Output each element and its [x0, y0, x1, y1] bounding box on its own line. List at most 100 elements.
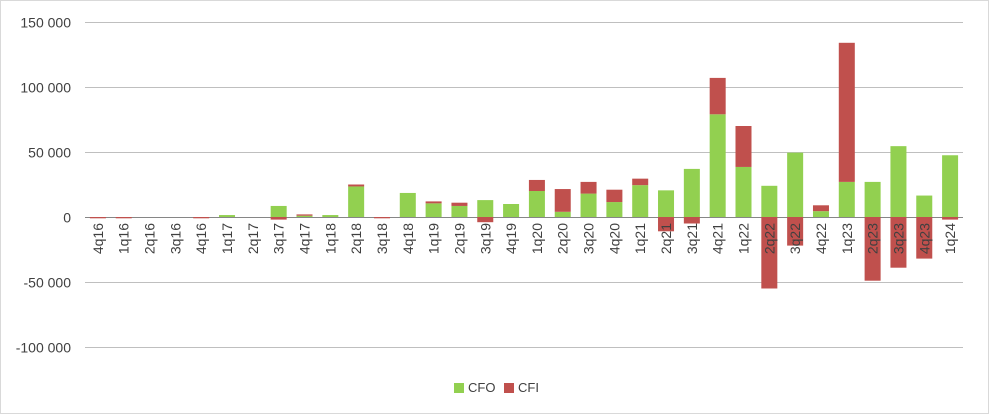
bar-cfi-1q24 — [942, 217, 959, 220]
bar-cfo-2q23 — [864, 181, 881, 217]
bar-cfi-4q16 — [193, 217, 210, 219]
bar-cfo-2q18 — [348, 186, 365, 217]
x-tick-label: 1q22 — [736, 223, 752, 254]
x-tick-label: 2q20 — [555, 223, 571, 254]
x-tick-label: 1q18 — [322, 223, 338, 254]
bar-cfi-1q16 — [115, 217, 132, 219]
bar-cfi-3q22 — [787, 217, 804, 246]
bar-cfi-3q20 — [580, 181, 597, 194]
bar-cfi-1q23 — [838, 42, 855, 182]
bar-cfi-4q20 — [606, 189, 623, 203]
y-tick-label: 0 — [63, 210, 71, 226]
bar-cfi-4q22 — [812, 205, 829, 212]
legend-label-cfo: CFO — [468, 380, 495, 395]
bar-cfi-4q16 — [89, 217, 106, 219]
bar-cfo-4q17 — [296, 215, 313, 217]
x-tick-label: 1q21 — [632, 223, 648, 254]
bar-cfo-2q19 — [451, 205, 468, 217]
bar-cfi-1q21 — [632, 178, 649, 186]
x-tick-label: 2q16 — [142, 223, 158, 254]
bar-cfo-1q24 — [942, 155, 959, 217]
bar-cfi-2q18 — [348, 184, 365, 187]
bar-cfo-2q22 — [761, 185, 778, 217]
bar-cfo-3q22 — [787, 152, 804, 217]
bar-cfi-1q19 — [425, 201, 442, 204]
bar-cfo-4q20 — [606, 202, 623, 217]
x-tick-label: 2q22 — [761, 223, 777, 254]
y-tick-label: 150 000 — [20, 15, 71, 31]
bar-cfo-1q19 — [425, 203, 442, 217]
x-tick-label: 1q16 — [116, 223, 132, 254]
bar-cfi-2q22 — [761, 217, 778, 289]
x-tick-label: 4q18 — [400, 223, 416, 254]
bar-cfo-1q23 — [838, 181, 855, 217]
legend-label-cfi: CFI — [518, 380, 539, 395]
x-tick-label: 4q21 — [710, 223, 726, 254]
x-tick-label: 2q18 — [348, 223, 364, 254]
bar-cfi-2q19 — [451, 202, 468, 206]
gridlines — [85, 22, 963, 348]
x-tick-label: 3q17 — [271, 223, 287, 254]
legend: CFO CFI — [454, 380, 539, 395]
bar-cfo-4q23 — [916, 195, 933, 217]
bar-cfi-2q20 — [554, 189, 571, 212]
legend-swatch-cfi — [504, 383, 514, 393]
x-tick-label: 3q19 — [477, 223, 493, 254]
bar-cfi-3q19 — [477, 217, 494, 223]
bar-cfo-2q21 — [658, 190, 675, 217]
x-tick-label: 4q16 — [193, 223, 209, 254]
bar-cfi-1q20 — [528, 179, 545, 191]
bar-cfo-4q18 — [399, 192, 416, 217]
x-tick-label: 3q16 — [167, 223, 183, 254]
x-tick-label: 4q23 — [916, 223, 932, 254]
x-tick-label: 3q20 — [581, 223, 597, 254]
legend-swatch-cfo — [454, 383, 464, 393]
bar-cfi-2q21 — [658, 217, 675, 232]
x-tick-label: 1q20 — [529, 223, 545, 254]
bar-cfo-4q22 — [812, 211, 829, 217]
x-tick-label: 4q20 — [606, 223, 622, 254]
y-axis-tick-labels: 150 000 100 000 50 000 0 -50 000 -100 000 — [16, 15, 71, 356]
x-tick-label: 4q17 — [297, 223, 313, 254]
x-tick-label: 4q22 — [813, 223, 829, 254]
x-tick-label: 2q17 — [245, 223, 261, 254]
y-tick-label: 50 000 — [28, 145, 71, 161]
bar-cfo-4q21 — [709, 114, 726, 217]
bar-cfo-1q17 — [219, 215, 236, 217]
bar-cfi-3q21 — [683, 217, 700, 224]
bar-cfi-4q17 — [296, 214, 313, 216]
x-tick-label: 3q21 — [684, 223, 700, 254]
y-tick-label: 100 000 — [20, 80, 71, 96]
x-tick-label: 2q23 — [865, 223, 881, 254]
bar-cfo-1q21 — [632, 185, 649, 217]
bar-cfi-4q23 — [916, 217, 933, 259]
x-tick-label: 2q19 — [451, 223, 467, 254]
bar-cfi-2q23 — [864, 217, 881, 281]
x-axis-tick-labels: 4q16 1q16 2q16 3q16 4q16 1q17 2q17 3q17 4q17 1q18… — [90, 223, 958, 254]
bar-cfi-3q18 — [373, 217, 390, 219]
bar-cfo-1q22 — [735, 166, 752, 217]
bar-cfo-3q17 — [270, 205, 287, 217]
y-tick-label: -100 000 — [16, 340, 71, 356]
x-tick-label: 1q24 — [942, 223, 958, 254]
bar-cfo-1q18 — [322, 215, 339, 217]
bar-cfi-1q22 — [735, 126, 752, 167]
bar-cfo-3q21 — [683, 168, 700, 217]
x-tick-label: 3q22 — [787, 223, 803, 254]
bar-cfo-3q19 — [477, 200, 494, 217]
x-tick-label: 2q21 — [658, 223, 674, 254]
x-tick-label: 3q23 — [890, 223, 906, 254]
bar-cfi-4q21 — [709, 77, 726, 115]
bar-cfi-3q23 — [890, 217, 907, 268]
x-tick-label: 1q19 — [426, 223, 442, 254]
x-tick-label: 1q23 — [839, 223, 855, 254]
x-tick-label: 1q17 — [219, 223, 235, 254]
bar-cfo-3q20 — [580, 193, 597, 217]
bar-cfo-2q20 — [554, 211, 571, 217]
bar-cfi-3q17 — [270, 217, 287, 220]
x-tick-label: 3q18 — [374, 223, 390, 254]
bar-cfo-1q20 — [528, 191, 545, 217]
x-tick-label: 4q19 — [503, 223, 519, 254]
